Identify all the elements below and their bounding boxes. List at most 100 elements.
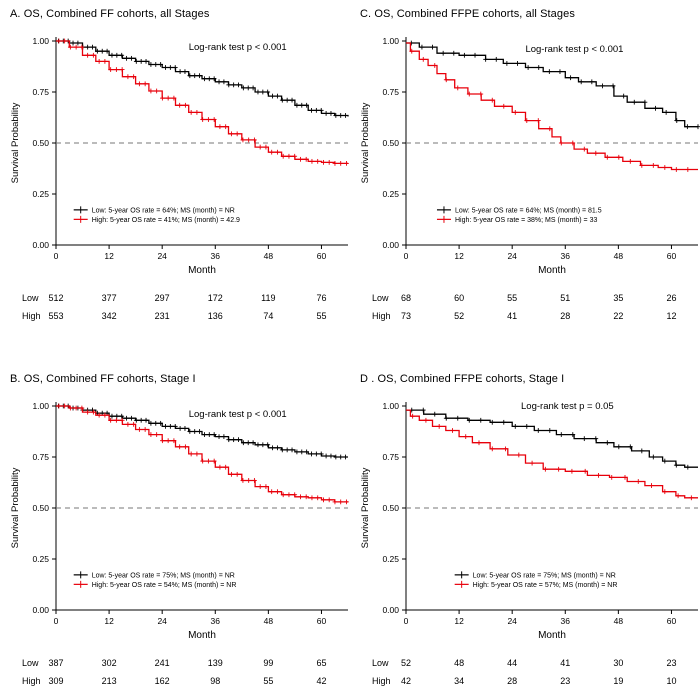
km-curve-low xyxy=(406,409,698,468)
x-tick-label: 24 xyxy=(157,616,167,626)
y-tick-label: 0.50 xyxy=(32,138,49,148)
logrank-annotation: Log-rank test p < 0.001 xyxy=(189,409,287,420)
risk-count: 162 xyxy=(155,676,170,686)
legend: Low: 5-year OS rate = 75%; MS (month) = … xyxy=(73,571,236,589)
risk-count: 377 xyxy=(102,293,117,303)
censor-marks-low xyxy=(408,40,700,130)
censor-marks-high xyxy=(409,48,691,172)
risk-count: 41 xyxy=(560,658,570,668)
risk-count: 60 xyxy=(454,293,464,303)
x-tick-label: 60 xyxy=(317,616,327,626)
legend-label: High: 5-year OS rate = 38%; MS (month) =… xyxy=(455,217,598,224)
risk-row-label: Low xyxy=(22,658,39,668)
censor-marks-high xyxy=(56,403,349,505)
risk-count: 22 xyxy=(613,311,623,321)
risk-row-label: High xyxy=(372,676,391,686)
risk-count: 52 xyxy=(454,311,464,321)
axis-tick-labels: 0.00 0.25 0.50 0.75 1.00 0 12 24 36 48 60 xyxy=(32,401,326,626)
censor-marks-high xyxy=(56,38,349,166)
risk-count: 55 xyxy=(507,293,517,303)
panel-c: C. OS, Combined FFPE cohorts, all Stages… xyxy=(350,0,700,347)
legend-label: High: 5-year OS rate = 41%; MS (month) =… xyxy=(92,217,240,224)
risk-count: 136 xyxy=(208,311,223,321)
axes xyxy=(55,402,348,611)
x-axis-label: Month xyxy=(538,630,566,641)
axis-ticks xyxy=(52,405,322,614)
risk-count: 309 xyxy=(48,676,63,686)
y-tick-label: 1.00 xyxy=(32,401,49,411)
x-tick-label: 48 xyxy=(264,616,274,626)
censor-marks-low xyxy=(56,38,348,118)
y-tick-label: 0.75 xyxy=(32,87,49,97)
legend-label: Low: 5-year OS rate = 64%; MS (month) = … xyxy=(92,207,235,214)
x-axis-label: Month xyxy=(188,265,216,276)
risk-row-label: High xyxy=(22,676,41,686)
x-tick-label: 48 xyxy=(264,251,274,261)
risk-count: 44 xyxy=(507,658,517,668)
risk-row-label: Low xyxy=(22,293,39,303)
y-tick-label: 0.50 xyxy=(32,503,49,513)
panel-a-title: A. OS, Combined FF cohorts, all Stages xyxy=(10,8,210,20)
legend-label: High: 5-year OS rate = 57%; MS (month) =… xyxy=(473,582,618,589)
risk-count: 119 xyxy=(261,293,275,303)
axis-ticks xyxy=(52,40,322,249)
risk-count: 65 xyxy=(316,658,326,668)
y-axis-label: Survival Probability xyxy=(10,102,21,183)
y-tick-label: 0.00 xyxy=(382,605,399,615)
censor-marks-low xyxy=(409,407,691,470)
y-tick-label: 0.25 xyxy=(32,554,49,564)
legend: Low: 5-year OS rate = 75%; MS (month) = … xyxy=(454,571,618,589)
censor-marks-high xyxy=(410,413,694,501)
x-tick-label: 36 xyxy=(211,251,221,261)
risk-count: 28 xyxy=(507,676,517,686)
x-tick-label: 12 xyxy=(454,251,464,261)
panel-d: D . OS, Combined FFPE cohorts, Stage I 0… xyxy=(350,347,700,695)
axis-tick-labels: 0.00 0.25 0.50 0.75 1.00 0 12 24 36 48 60 xyxy=(382,401,676,626)
risk-count: 553 xyxy=(48,311,63,321)
x-tick-label: 36 xyxy=(561,616,571,626)
panel-b: B. OS, Combined FF cohorts, Stage I 0.00… xyxy=(0,347,350,695)
x-tick-label: 48 xyxy=(614,251,624,261)
x-tick-label: 36 xyxy=(561,251,571,261)
x-axis-label: Month xyxy=(538,265,566,276)
risk-count: 26 xyxy=(666,293,676,303)
km-curve-high xyxy=(406,409,698,499)
risk-count: 12 xyxy=(666,311,676,321)
x-tick-label: 60 xyxy=(667,251,677,261)
y-tick-label: 0.00 xyxy=(382,240,399,250)
risk-count: 41 xyxy=(507,311,517,321)
panel-b-title: B. OS, Combined FF cohorts, Stage I xyxy=(10,373,196,385)
risk-count: 139 xyxy=(208,658,223,668)
panel-c-title: C. OS, Combined FFPE cohorts, all Stages xyxy=(360,8,575,20)
risk-count: 28 xyxy=(560,311,570,321)
axes xyxy=(405,402,698,611)
risk-count: 99 xyxy=(263,658,273,668)
legend-label: Low: 5-year OS rate = 75%; MS (month) = … xyxy=(92,572,235,579)
logrank-annotation: Log-rank test p < 0.001 xyxy=(525,44,623,55)
risk-count: 172 xyxy=(208,293,223,303)
axis-ticks xyxy=(402,405,672,614)
y-axis-label: Survival Probability xyxy=(360,102,371,183)
legend: Low: 5-year OS rate = 64%; MS (month) = … xyxy=(73,206,240,224)
risk-row-label: Low xyxy=(372,658,389,668)
panel-b-plot: 0.00 0.25 0.50 0.75 1.00 0 12 24 36 48 60 Month Surv… xyxy=(10,401,349,686)
risk-count: 42 xyxy=(401,676,411,686)
logrank-annotation: Log-rank test p < 0.001 xyxy=(189,42,287,53)
km-curve-high xyxy=(56,40,348,165)
km-curve-high xyxy=(56,405,348,503)
risk-count: 512 xyxy=(48,293,63,303)
risk-count: 10 xyxy=(666,676,676,686)
axis-tick-labels: 0.00 0.25 0.50 0.75 1.00 0 12 24 36 48 60 xyxy=(32,36,326,261)
y-tick-label: 1.00 xyxy=(382,36,399,46)
risk-count: 55 xyxy=(263,676,273,686)
x-tick-label: 24 xyxy=(507,616,517,626)
risk-count: 42 xyxy=(316,676,326,686)
risk-count: 23 xyxy=(560,676,570,686)
panel-a: A. OS, Combined FF cohorts, all Stages 0… xyxy=(0,0,350,347)
x-tick-label: 36 xyxy=(211,616,221,626)
legend-label: Low: 5-year OS rate = 64%; MS (month) = … xyxy=(455,207,602,214)
x-tick-label: 12 xyxy=(104,251,114,261)
y-tick-label: 0.25 xyxy=(32,189,49,199)
risk-count: 74 xyxy=(263,311,273,321)
panel-d-title: D . OS, Combined FFPE cohorts, Stage I xyxy=(360,373,565,385)
